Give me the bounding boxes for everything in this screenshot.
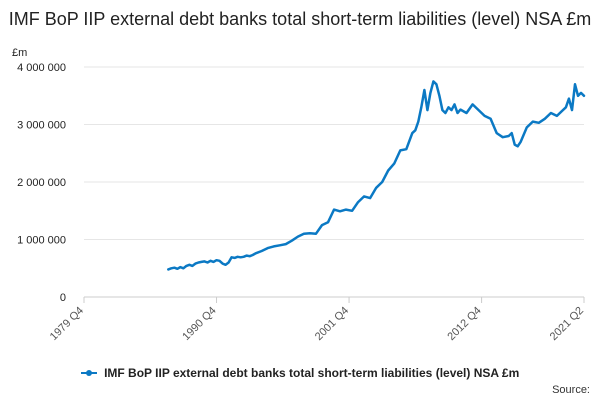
y-axis: 0 1 000 000 2 000 000 3 000 000 4 000 000 <box>17 62 66 304</box>
legend[interactable]: IMF BoP IIP external debt banks total sh… <box>0 366 600 380</box>
series-group <box>167 80 586 271</box>
x-axis: 1979 Q4 1990 Q4 2001 Q4 2012 Q4 2021 Q2 <box>48 297 586 343</box>
y-tick-label: 0 <box>60 292 66 304</box>
chart-title-text: IMF BoP IIP external debt banks total sh… <box>8 9 592 29</box>
legend-label: IMF BoP IIP external debt banks total sh… <box>104 366 520 380</box>
y-tick-label: 4 000 000 <box>17 62 66 74</box>
y-tick-label: 2 000 000 <box>17 177 66 189</box>
gridlines <box>84 66 584 298</box>
series-line[interactable] <box>167 80 586 271</box>
source-label: Source: <box>552 384 590 396</box>
chart-title: IMF BoP IIP external debt banks total sh… <box>0 8 600 30</box>
x-tick-label: 1979 Q4 <box>48 305 86 343</box>
x-tick-label: 2021 Q2 <box>548 305 586 343</box>
y-tick-label: 1 000 000 <box>17 235 66 247</box>
y-axis-unit-label: £m <box>12 47 27 59</box>
y-tick-label: 3 000 000 <box>17 120 66 132</box>
x-tick-label: 2012 Q4 <box>445 305 483 343</box>
x-tick-label: 1990 Q4 <box>180 305 218 343</box>
legend-swatch-icon <box>80 369 97 376</box>
x-tick-label: 2001 Q4 <box>313 305 351 343</box>
